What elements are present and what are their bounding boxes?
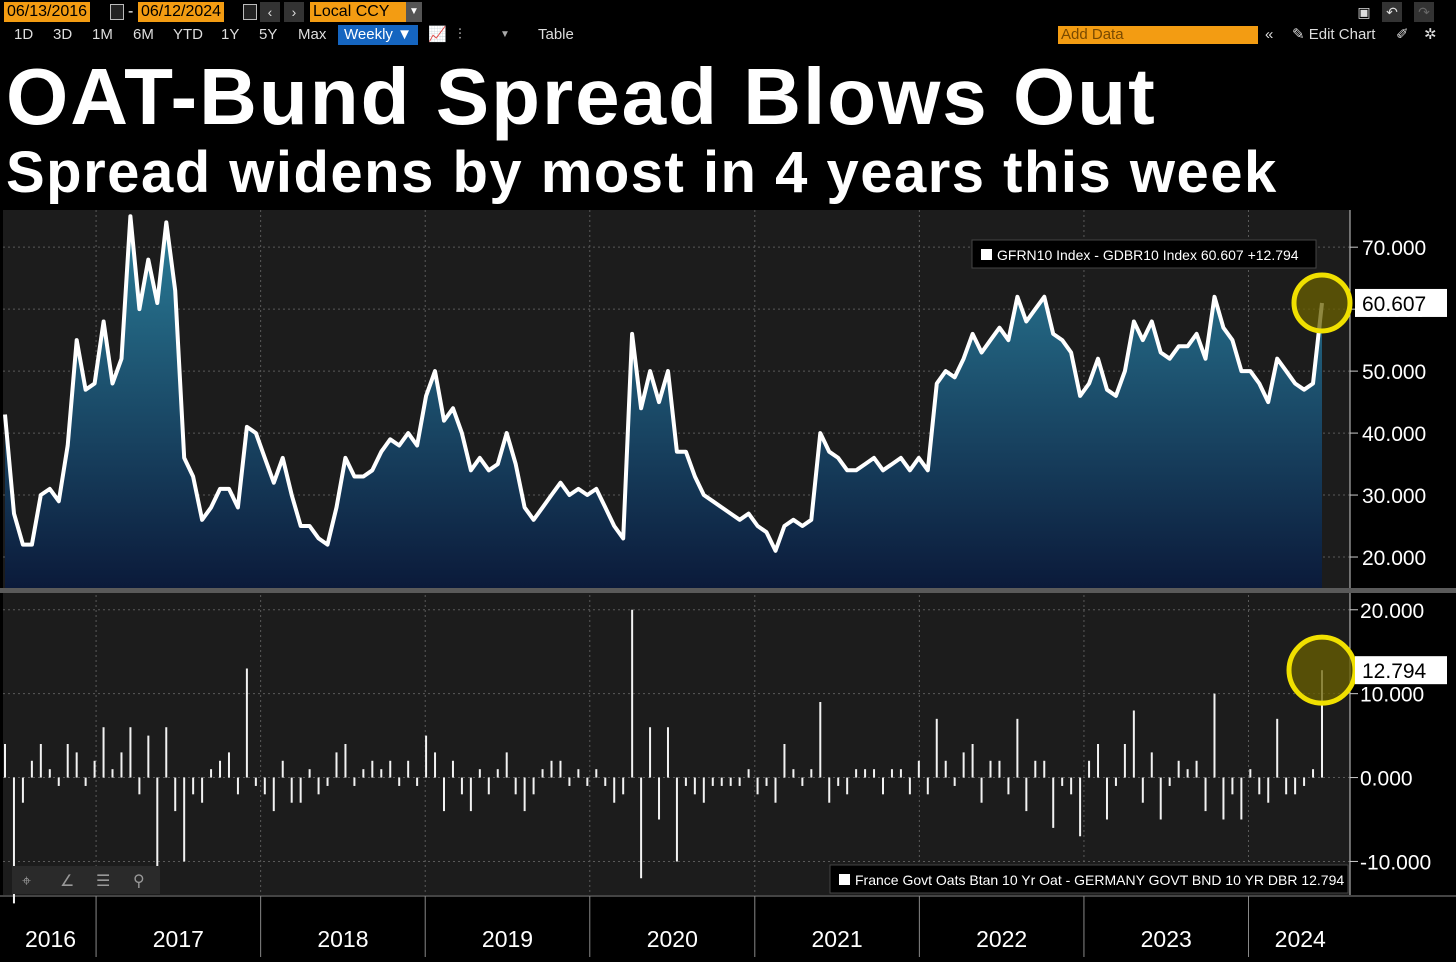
last-value-callout-lower: 12.794 (1286, 634, 1447, 706)
line-chart-icon[interactable]: 📈 (428, 26, 447, 43)
year-label: 2019 (482, 926, 533, 952)
end-date-field[interactable]: 06/12/2024 (138, 2, 225, 22)
period-3d-button[interactable]: 3D (53, 26, 73, 43)
currency-select[interactable]: Local CCY (310, 2, 406, 22)
list-icon[interactable]: ☰ (96, 871, 110, 890)
crosshair-icon[interactable]: ⌖ (22, 871, 31, 890)
upper-legend-box (971, 239, 1317, 269)
y-tick-label: 70.000 (1362, 237, 1426, 260)
period-ytd-button[interactable]: YTD (173, 26, 203, 43)
toolbar-top: 06/13/2016 - 06/12/2024 ‹ › Local CCY ▼ … (0, 0, 1456, 24)
chart-tools (12, 866, 160, 894)
frequency-label: Weekly (344, 26, 393, 43)
table-button[interactable]: Table (538, 26, 574, 43)
spread-area-fill (5, 216, 1322, 588)
lower-legend-box (829, 864, 1349, 894)
y-tick-label: -10.000 (1360, 851, 1431, 874)
spread-line (3, 214, 1324, 553)
prev-arrow-icon[interactable]: ‹ (260, 2, 280, 22)
period-1y-button[interactable]: 1Y (221, 26, 240, 43)
y-tick-label: 30.000 (1362, 485, 1426, 508)
draw-line-icon[interactable]: ∠ (60, 871, 74, 890)
legend-swatch (839, 874, 850, 885)
calendar-icon[interactable] (243, 4, 257, 20)
y-tick-label: 50.000 (1362, 361, 1426, 384)
last-value-label-upper: 60.607 (1362, 293, 1426, 316)
add-data-input[interactable]: Add Data (1058, 26, 1258, 44)
period-max-button[interactable]: Max (298, 26, 327, 43)
annotate-icon[interactable]: ✐ (1396, 26, 1409, 43)
redo-icon[interactable]: ↷ (1414, 2, 1434, 22)
gear-icon[interactable]: ✲ (1424, 26, 1437, 43)
start-date-field[interactable]: 06/13/2016 (4, 2, 91, 22)
upper-legend-text: GFRN10 Index - GDBR10 Index 60.607 +12.7… (997, 247, 1299, 263)
y-tick-label: 40.000 (1362, 423, 1426, 446)
page-subtitle: Spread widens by most in 4 years this we… (6, 140, 1278, 205)
last-value-callout-upper: 60.607 (1291, 272, 1447, 334)
x-axis-bg (3, 895, 1350, 957)
window-icon[interactable]: ▣ (1354, 2, 1374, 22)
collapse-icon[interactable]: « (1265, 26, 1274, 43)
year-label: 2024 (1275, 926, 1326, 952)
candlestick-icon[interactable]: ⫶ (458, 26, 462, 43)
zoom-icon[interactable]: ⚲ (133, 871, 145, 890)
period-6m-button[interactable]: 6M (133, 26, 154, 43)
y-tick-label: 20.000 (1360, 600, 1424, 623)
year-label: 2021 (812, 926, 863, 952)
calendar-icon[interactable] (110, 4, 124, 20)
period-5y-button[interactable]: 5Y (259, 26, 278, 43)
page-title: OAT-Bund Spread Blows Out (6, 52, 1157, 141)
lower-legend-text: France Govt Oats Btan 10 Yr Oat - GERMAN… (855, 872, 1344, 888)
undo-icon[interactable]: ↶ (1382, 2, 1402, 22)
last-value-label-lower: 12.794 (1362, 660, 1427, 683)
y-tick-label: 20.000 (1362, 547, 1426, 570)
y-tick-label: 0.000 (1360, 768, 1413, 791)
period-1m-button[interactable]: 1M (92, 26, 113, 43)
legend-swatch (981, 249, 992, 260)
period-1d-button[interactable]: 1D (14, 26, 34, 43)
edit-chart-button[interactable]: ✎ Edit Chart (1292, 26, 1376, 43)
year-label: 2023 (1141, 926, 1192, 952)
y-tick-label: 10.000 (1360, 684, 1424, 707)
panel-divider[interactable] (0, 588, 1456, 593)
edit-chart-label: Edit Chart (1308, 26, 1376, 43)
chevron-down-icon[interactable]: ▼ (500, 29, 510, 40)
frequency-select[interactable]: Weekly ▼ (338, 25, 418, 45)
year-label: 2017 (153, 926, 204, 952)
year-label: 2022 (976, 926, 1027, 952)
date-separator: - (128, 3, 134, 20)
year-label: 2020 (647, 926, 698, 952)
year-label: 2018 (317, 926, 368, 952)
chevron-down-icon[interactable]: ▼ (406, 2, 422, 22)
next-arrow-icon[interactable]: › (284, 2, 304, 22)
year-label: 2016 (25, 926, 76, 952)
